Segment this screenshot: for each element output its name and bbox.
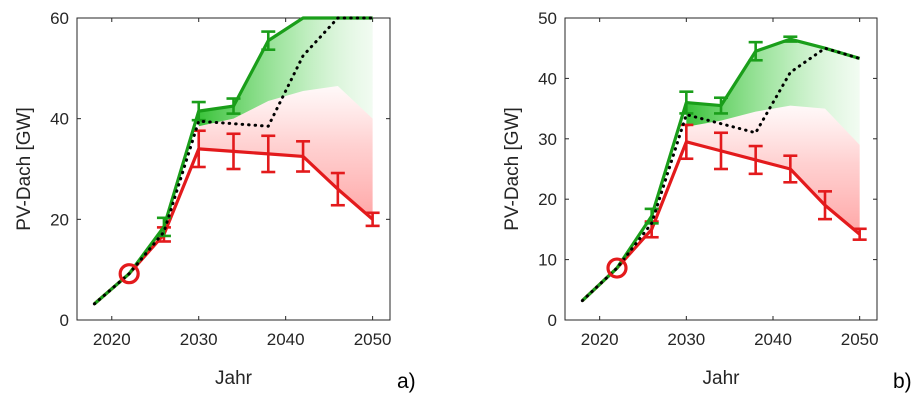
chart-a-ytick-label-20: 20 xyxy=(50,210,69,229)
chart-b-ytick-label-10: 10 xyxy=(538,251,557,270)
chart-b-red-band xyxy=(686,106,859,235)
chart-a-ytick-label-40: 40 xyxy=(50,110,69,129)
chart-b-xtick-label-2020: 2020 xyxy=(581,330,619,349)
chart-a-ytick-label-0: 0 xyxy=(60,311,69,330)
chart-a-ylabel: PV-Dach [GW] xyxy=(14,107,35,231)
chart-b-ytick-label-50: 50 xyxy=(538,9,557,28)
chart-a-xlabel: Jahr xyxy=(215,368,253,389)
chart-b-ytick-label-0: 0 xyxy=(548,311,557,330)
chart-b-ytick-label-30: 30 xyxy=(538,130,557,149)
chart-a-xtick-label-2030: 2030 xyxy=(180,330,218,349)
chart-b-ytick-label-20: 20 xyxy=(538,190,557,209)
chart-b-xtick-label-2040: 2040 xyxy=(754,330,792,349)
chart-b-xtick-label-2030: 2030 xyxy=(667,330,705,349)
chart-a-xtick-label-2020: 2020 xyxy=(93,330,131,349)
chart-b-ylabel: PV-Dach [GW] xyxy=(502,107,523,231)
chart-b-xlabel: Jahr xyxy=(703,368,741,389)
chart-b-ytick-label-40: 40 xyxy=(538,69,557,88)
chart-b-xtick-label-2050: 2050 xyxy=(841,330,879,349)
chart-a-panel-label: a) xyxy=(397,370,416,393)
chart-a-xtick-label-2040: 2040 xyxy=(267,330,305,349)
chart-b-panel-label: b) xyxy=(893,370,912,393)
chart-a-xtick-label-2050: 2050 xyxy=(354,330,392,349)
chart-a-ytick-label-60: 60 xyxy=(50,9,69,28)
